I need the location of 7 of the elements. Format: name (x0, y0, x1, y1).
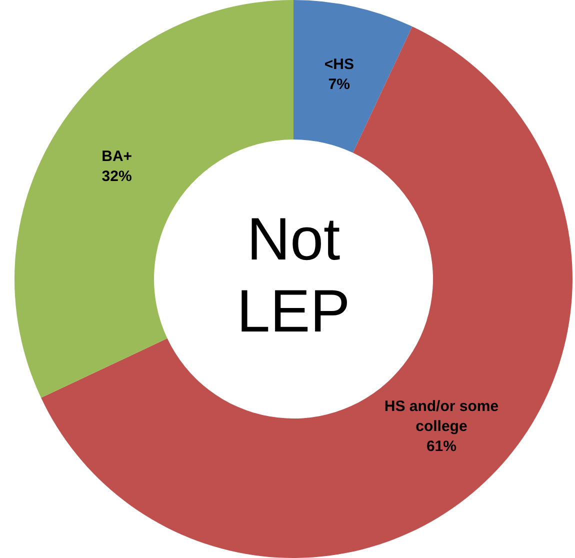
data-label: 61% (426, 438, 456, 456)
slice-label: <HS (324, 56, 354, 73)
slice-label: BA+ (102, 148, 132, 166)
data-label: 7% (328, 76, 350, 93)
slice-label: HS and/or some college (384, 398, 499, 436)
text: Not LEP (236, 206, 350, 345)
data-label: 32% (102, 168, 132, 186)
